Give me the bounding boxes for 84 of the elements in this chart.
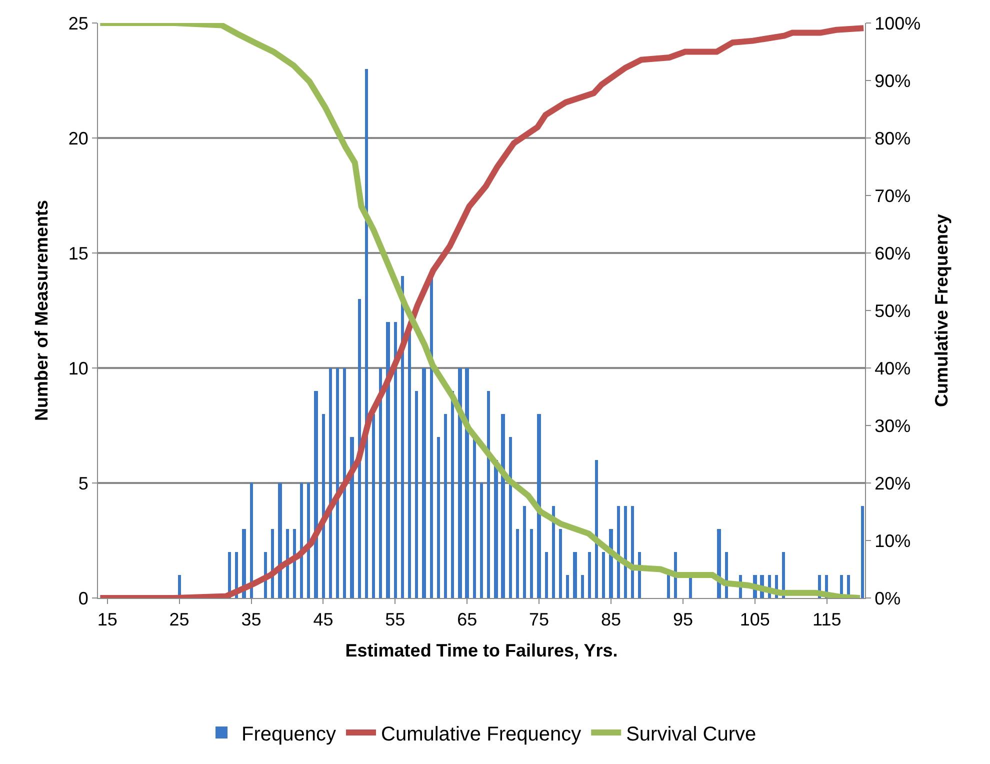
- bar: [501, 414, 505, 598]
- bar: [343, 368, 346, 598]
- legend-label: Cumulative Frequency: [381, 723, 582, 746]
- bar: [350, 437, 354, 598]
- bar: [365, 69, 368, 598]
- bar: [509, 437, 512, 598]
- bar: [559, 529, 562, 598]
- bar: [458, 368, 462, 598]
- y2-tick-label: 40%: [874, 358, 911, 378]
- bar: [545, 552, 548, 598]
- bar: [588, 552, 591, 598]
- bar: [530, 529, 533, 598]
- x-tick-label: 35: [241, 610, 262, 630]
- bar: [415, 391, 418, 598]
- bar: [422, 368, 426, 598]
- legend-label: Survival Curve: [626, 723, 756, 746]
- bar: [624, 506, 627, 598]
- bar: [537, 414, 541, 598]
- bar: [573, 552, 577, 598]
- bar: [386, 322, 390, 598]
- y2-tick-label: 20%: [874, 473, 911, 494]
- x-tick-label: 75: [529, 610, 550, 630]
- x-tick-label: 25: [169, 610, 190, 630]
- x-tick-label: 45: [313, 610, 334, 630]
- bar: [861, 506, 864, 598]
- bar: [480, 483, 483, 598]
- bar: [595, 460, 598, 598]
- bar: [379, 368, 382, 598]
- bar: [300, 483, 303, 598]
- bar: [473, 437, 476, 598]
- bar: [322, 414, 325, 598]
- y2-tick-label: 90%: [874, 70, 911, 91]
- x-tick-label: 55: [385, 610, 406, 630]
- bar: [494, 460, 498, 598]
- bar: [242, 529, 246, 598]
- y2-tick-label: 100%: [874, 13, 921, 34]
- y-tick-label: 10: [68, 358, 88, 378]
- bar: [523, 506, 526, 598]
- bar: [465, 368, 469, 598]
- bar: [336, 368, 339, 598]
- bar: [451, 391, 454, 598]
- x-axis-title: Estimated Time to Failures, Yrs.: [345, 640, 618, 661]
- bar: [487, 391, 490, 598]
- x-tick-label: 65: [457, 610, 478, 630]
- bar: [372, 414, 375, 598]
- bar: [444, 414, 447, 598]
- y2-tick-label: 70%: [874, 186, 911, 206]
- bar: [329, 368, 332, 598]
- bar: [358, 299, 361, 598]
- bar: [430, 276, 433, 598]
- bar: [278, 483, 282, 598]
- bar: [631, 506, 634, 598]
- y-tick-label: 5: [78, 473, 88, 494]
- y-tick-label: 0: [78, 588, 88, 608]
- bar: [437, 437, 440, 598]
- bar: [394, 322, 397, 598]
- bar: [617, 506, 620, 598]
- y2-tick-label: 50%: [874, 300, 911, 321]
- bar: [566, 575, 569, 598]
- bar: [552, 506, 555, 598]
- y2-tick-label: 60%: [874, 243, 911, 264]
- y-axis-title: Number of Measurements: [32, 200, 52, 422]
- bar: [516, 529, 519, 598]
- y2-tick-label: 80%: [874, 128, 911, 148]
- x-tick-label: 95: [672, 610, 693, 630]
- y2-axis-title: Cumulative Frequency: [932, 214, 952, 408]
- x-tick-label: 15: [97, 610, 118, 630]
- y-tick-label: 20: [68, 128, 88, 148]
- y-tick-label: 15: [68, 243, 88, 264]
- bar: [602, 552, 605, 598]
- bar: [250, 483, 253, 598]
- x-tick-label: 115: [812, 610, 842, 630]
- bar: [286, 529, 289, 598]
- y2-tick-label: 30%: [874, 416, 911, 436]
- bar: [667, 575, 670, 598]
- x-tick-label: 85: [600, 610, 622, 630]
- bar: [307, 483, 310, 598]
- legend-label: Frequency: [242, 723, 336, 746]
- bar: [581, 575, 584, 598]
- y2-tick-label: 0%: [874, 588, 901, 608]
- x-tick-label: 105: [740, 610, 770, 630]
- y-tick-label: 25: [68, 13, 88, 34]
- bar: [314, 391, 318, 598]
- y2-tick-label: 10%: [874, 530, 911, 551]
